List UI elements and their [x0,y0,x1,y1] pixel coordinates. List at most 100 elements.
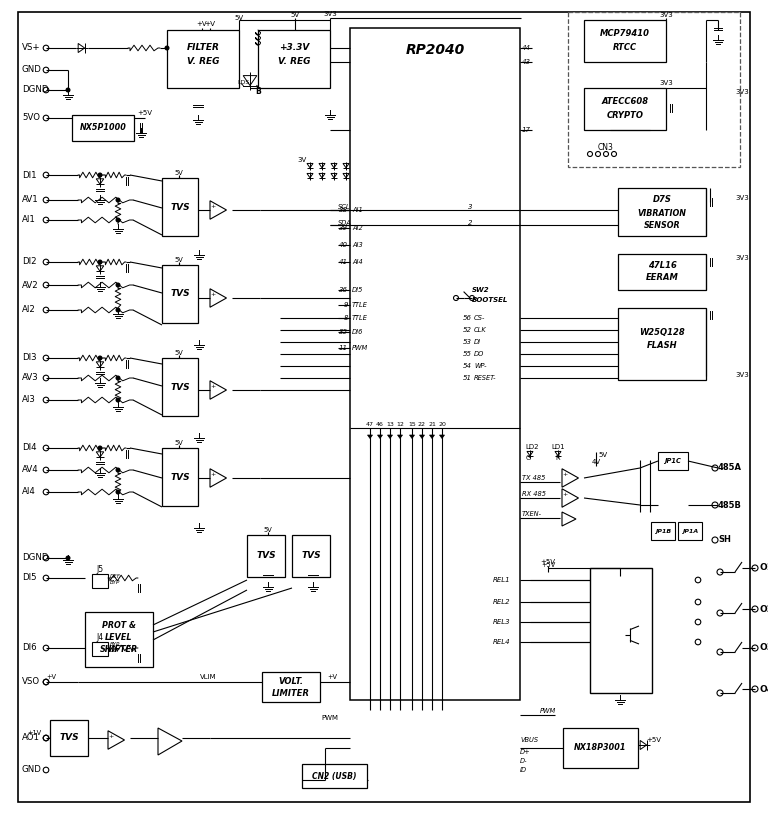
Text: 3V3: 3V3 [659,80,673,86]
Text: +: + [108,733,114,738]
Text: 21: 21 [428,422,436,427]
Circle shape [165,46,169,50]
Text: 3V3: 3V3 [323,11,337,17]
Text: 44: 44 [522,45,531,51]
Text: NX18P3001: NX18P3001 [574,743,626,752]
Circle shape [66,88,70,92]
Text: TX 485: TX 485 [522,475,545,481]
Bar [618,188,706,236]
Text: DI6: DI6 [22,644,37,653]
Text: DI5: DI5 [22,574,37,583]
Text: BYP: BYP [110,580,121,584]
Text: JP1A: JP1A [682,528,698,533]
Bar [92,574,108,588]
Bar [302,764,367,788]
Bar [162,448,198,506]
Text: 3V3: 3V3 [659,12,673,18]
Polygon shape [409,435,415,439]
Text: 3: 3 [468,204,472,210]
Text: +5V: +5V [541,559,555,565]
Bar [590,568,652,693]
Text: PWM: PWM [540,708,556,714]
Text: PWM: PWM [322,715,339,721]
Text: V. REG: V. REG [187,58,219,67]
Text: CN3: CN3 [598,143,614,152]
Text: LIMITER: LIMITER [272,689,310,698]
Text: 12: 12 [396,422,404,427]
Text: MCP79410: MCP79410 [600,29,650,38]
Text: DI2: DI2 [22,257,37,266]
Bar [162,265,198,323]
Text: AI4: AI4 [22,488,36,497]
Text: 5VO: 5VO [22,113,40,122]
Text: REL1: REL1 [492,577,510,583]
Text: D7S: D7S [653,195,671,204]
Text: DI4: DI4 [22,444,37,453]
Text: 4V: 4V [591,459,601,465]
Text: LEVEL: LEVEL [105,633,133,642]
Text: VLIM: VLIM [200,674,217,680]
Text: JP1B: JP1B [655,528,671,533]
Text: +V: +V [46,674,56,680]
Polygon shape [419,435,425,439]
Text: DI3: DI3 [22,353,37,362]
Circle shape [98,446,102,450]
Text: D+: D+ [520,749,531,755]
Text: AI1: AI1 [352,207,362,213]
Text: 53: 53 [463,339,472,345]
Text: 52: 52 [463,327,472,333]
Text: +: + [210,471,216,476]
Polygon shape [368,435,372,439]
Text: DI6: DI6 [352,329,363,335]
Text: RESET-: RESET- [474,375,496,381]
Text: 3V3: 3V3 [735,372,749,378]
Bar [162,178,198,236]
Circle shape [116,198,120,202]
Circle shape [116,376,120,380]
Bar [584,88,666,130]
Text: 36: 36 [339,287,348,293]
Text: DGND: DGND [22,554,48,562]
Text: REL4: REL4 [492,639,510,645]
Text: AI3: AI3 [352,242,362,248]
Text: CLK: CLK [474,327,487,333]
Text: TVS: TVS [170,472,190,482]
Text: TVS: TVS [59,733,79,742]
Text: O2: O2 [760,605,768,614]
Text: VIBRATION: VIBRATION [637,208,687,217]
Bar [262,672,320,702]
Text: WP-: WP- [474,363,486,369]
Text: 54: 54 [463,363,472,369]
Text: AO1: AO1 [22,733,40,742]
Text: 485A: 485A [718,463,742,472]
Text: VSO: VSO [22,677,40,686]
Text: +V: +V [327,674,337,680]
Text: 43: 43 [522,59,531,65]
Text: O4: O4 [760,685,768,694]
Text: 55: 55 [463,351,472,357]
Text: AI3: AI3 [22,396,36,405]
Bar [678,522,702,540]
Text: DO: DO [474,351,485,357]
Text: 5V: 5V [290,12,300,18]
Bar [92,642,108,656]
Text: 38: 38 [339,207,348,213]
Text: VOLT.: VOLT. [279,677,303,686]
Text: 39: 39 [339,225,348,231]
Bar [247,535,285,577]
Text: 3V3: 3V3 [735,195,749,201]
Text: SW2: SW2 [472,287,490,293]
Text: 56: 56 [463,315,472,321]
Text: TVS: TVS [257,552,276,561]
Text: FILTER: FILTER [187,43,220,52]
Text: J5: J5 [97,566,104,575]
Text: 9: 9 [343,302,348,308]
Text: +V: +V [204,21,216,27]
Text: +5V: +5V [541,562,555,568]
Text: AV1: AV1 [22,195,38,204]
Text: VS+: VS+ [22,43,41,52]
Circle shape [98,260,102,264]
Bar [651,522,675,540]
Text: 5V: 5V [174,257,184,263]
Text: 8: 8 [343,315,348,321]
